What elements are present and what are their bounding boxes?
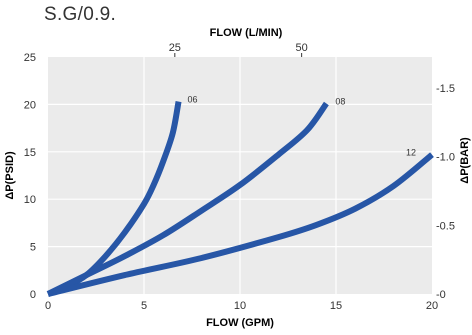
grid-lines (48, 57, 432, 294)
specific-gravity-note: S.G/0.9. (44, 4, 117, 25)
y-tick-label: 25 (24, 52, 36, 64)
x-tick-label: 15 (330, 300, 342, 312)
series-line-08 (46, 101, 329, 297)
series-group: 06 08 12 (46, 95, 434, 297)
x-axis-title: FLOW (GPM) (206, 317, 274, 329)
x-tick-label: 10 (234, 300, 246, 312)
right-tick-label: -1.5 (436, 83, 455, 95)
series-label-12: 12 (406, 148, 416, 158)
series-label-06: 06 (188, 95, 198, 105)
right-tick-label: -0 (436, 289, 446, 301)
y-tick-label: 0 (30, 289, 36, 301)
series-line-12 (47, 152, 434, 297)
y-tick-label: 10 (24, 194, 36, 206)
y-tick-label: 20 (24, 99, 36, 111)
x-tick-label: 0 (45, 300, 51, 312)
y-axis-title: ΔP(PSID) (4, 151, 16, 200)
x-tick-label: 20 (426, 300, 438, 312)
right-axis-title: ΔP(BAR) (459, 137, 471, 184)
y-tick-label: 15 (24, 147, 36, 159)
y-tick-label: 5 (30, 242, 36, 254)
top-tick-label: 25 (169, 42, 181, 54)
series-label-08: 08 (335, 96, 345, 106)
x-tick-label: 5 (141, 300, 147, 312)
right-tick-label: -1.0 (436, 152, 455, 164)
right-tick-label: -0.5 (436, 220, 455, 232)
top-tick-label: 50 (296, 42, 308, 54)
tick-labels: 0 5 10 15 20 0 5 10 15 20 25 25 50 -0 -0.5 -1.0 -1.5 (24, 42, 455, 312)
top-axis-title: FLOW (L/MIN) (210, 27, 283, 39)
